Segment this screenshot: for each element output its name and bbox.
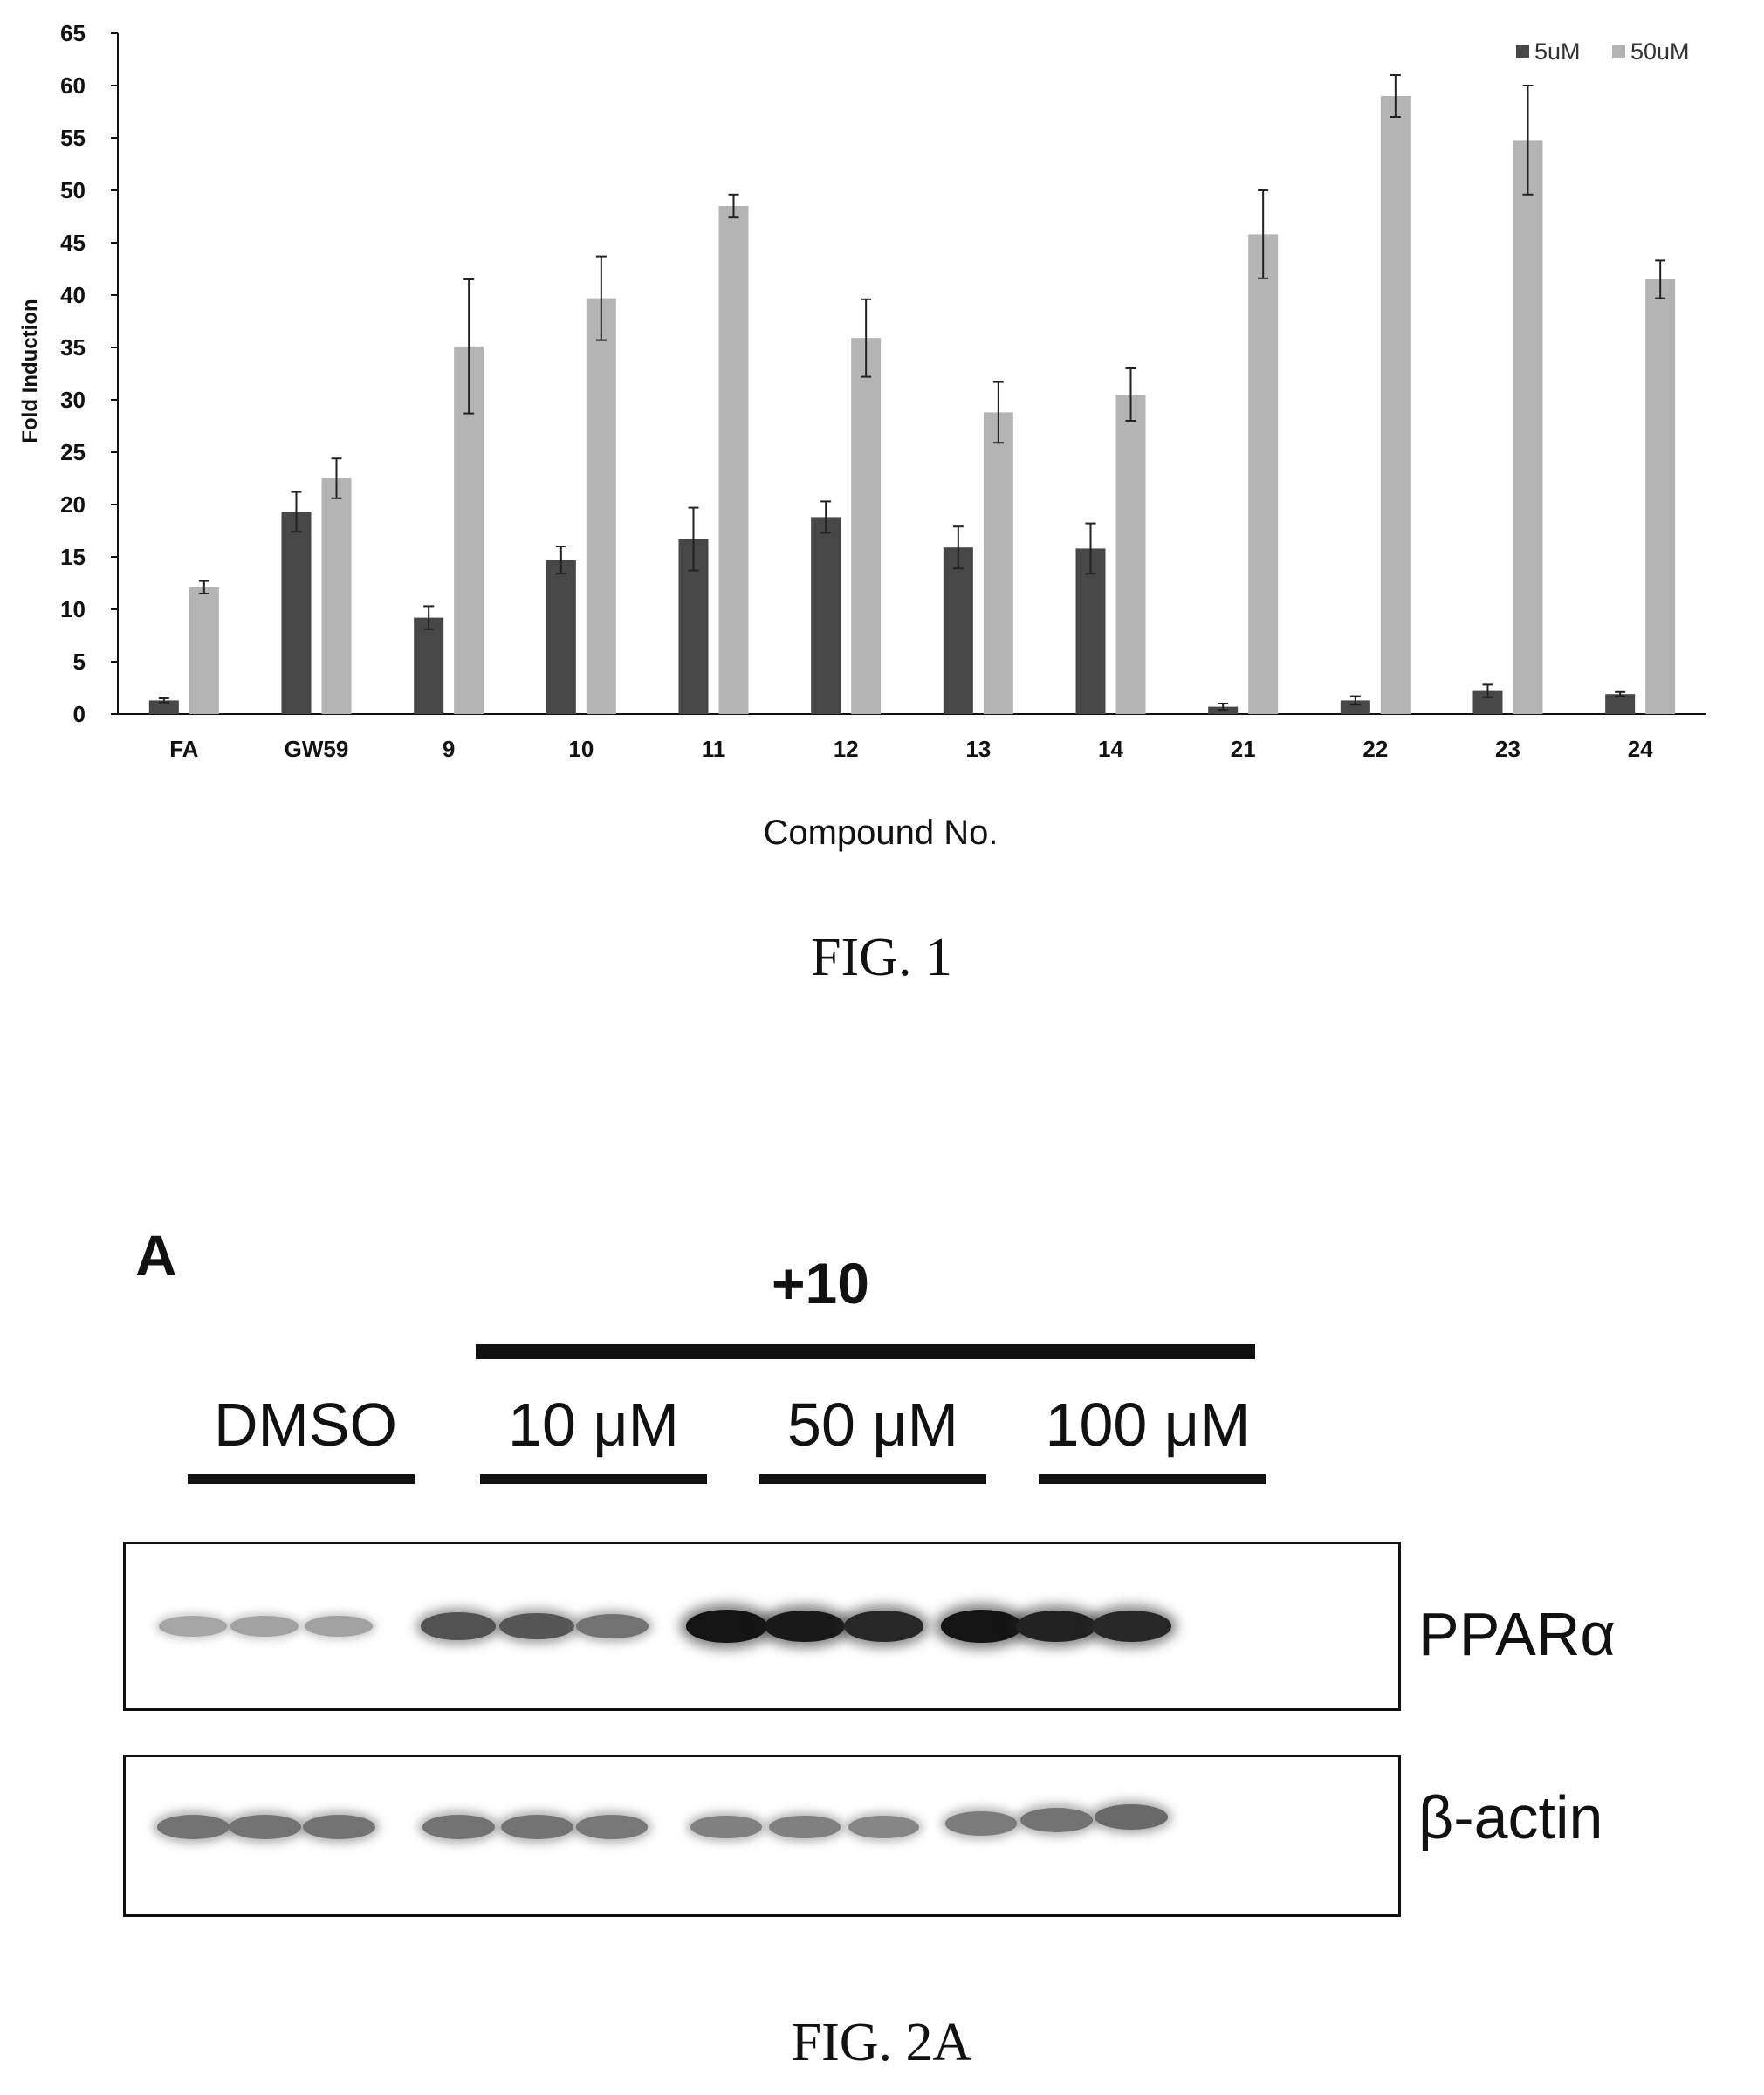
treatment-label: +10 [772,1251,869,1315]
y-tick-label: 60 [60,72,86,99]
bar-5uM-24 [1605,694,1636,714]
blot-band [305,1616,373,1637]
x-tick-label: 12 [834,736,859,762]
blot-band [690,1815,762,1839]
blot-label-beta-actin: β-actin [1418,1783,1603,1851]
blot-label-ppara: PPARα [1418,1600,1616,1668]
lane-group-bar-100um [1039,1474,1266,1484]
legend-swatch-5uM [1516,45,1529,58]
x-tick-labels: FA GW59 9 10 11 12 13 14 21 22 23 24 [169,736,1653,762]
blot-band [1019,1807,1093,1833]
blot-ppara [123,1542,1401,1711]
y-axis-label: Fold Induction [18,299,42,443]
blot-band [230,1616,299,1637]
blot-band [848,1815,919,1839]
bar-50uM-23 [1513,140,1543,714]
x-tick-label: 11 [702,736,726,762]
chart-bars [148,74,1676,714]
y-tick-label: 50 [60,177,86,203]
y-tick-labels: 0 5 10 15 20 25 30 35 40 45 50 55 60 65 [60,20,118,727]
x-tick-label: 13 [965,736,991,762]
bar-50uM-22 [1380,96,1411,714]
blot-band [575,1815,649,1839]
blot-band [499,1612,574,1640]
bar-50uM-11 [718,206,749,714]
bar-5uM-13 [943,547,973,714]
blot-band [940,1610,1022,1643]
fig2a-caption: FIG. 2A [791,2013,972,2072]
blot-band [500,1814,573,1840]
lane-group-label-10um: 10 μM [508,1391,679,1459]
x-axis-label: Compound No. [763,814,998,852]
y-tick-label: 25 [60,439,86,465]
treatment-bracket-bar [476,1344,1255,1359]
bar-50uM-GW59 [321,478,352,714]
fig1-caption: FIG. 1 [811,928,952,987]
blot-band [1095,1803,1168,1830]
x-tick-label: GW59 [285,736,349,762]
blot-band [1091,1611,1171,1642]
lane-group-label-100um: 100 μM [1045,1391,1251,1459]
y-tick-label: 30 [60,387,86,413]
lane-group-bar-dmso [188,1474,415,1484]
y-tick-label: 20 [60,491,86,518]
bar-50uM-FA [189,587,219,714]
blot-band [422,1814,495,1840]
y-tick-label: 40 [60,282,86,308]
x-tick-label: 22 [1362,736,1388,762]
y-tick-label: 45 [60,230,86,256]
y-tick-label: 5 [73,649,86,675]
bar-50uM-10 [586,298,616,714]
bar-50uM-24 [1645,279,1676,714]
bar-50uM-14 [1115,395,1146,714]
blot-band [420,1612,497,1640]
bar-50uM-21 [1248,234,1279,714]
blot-band [945,1811,1017,1836]
x-tick-label: FA [169,736,198,762]
bar-5uM-22 [1340,700,1370,714]
blot-band [769,1815,841,1839]
lane-group-label-dmso: DMSO [214,1391,397,1459]
y-tick-label: 35 [60,334,86,361]
legend-swatch-50uM [1612,45,1625,58]
blot-band [685,1610,767,1643]
blot-band [575,1613,649,1639]
legend-label-5uM: 5uM [1534,38,1581,65]
bar-50uM-13 [983,412,1013,714]
x-tick-label: 23 [1495,736,1520,762]
blot-beta-actin [123,1755,1401,1917]
lane-group-bar-50um [759,1474,986,1484]
blot-band [159,1616,227,1637]
x-tick-label: 9 [443,736,455,762]
chart-legend: 5uM 50uM [1516,38,1690,65]
bar-5uM-14 [1075,548,1106,714]
bar-5uM-10 [546,560,576,714]
blot-band [764,1610,846,1643]
blot-band [302,1814,375,1840]
chart-axes [117,33,1706,715]
x-tick-label: 14 [1098,736,1123,762]
blot-band [843,1611,923,1642]
x-tick-label: 21 [1231,736,1256,762]
blot-band [228,1814,301,1840]
y-tick-label: 15 [60,544,86,570]
y-tick-label: 55 [60,125,86,151]
bar-5uM-12 [811,517,841,714]
panel-label: A [135,1223,177,1288]
blot-band [1016,1611,1096,1642]
bar-5uM-FA [148,700,179,714]
bar-5uM-9 [414,617,444,714]
legend-label-50uM: 50uM [1630,38,1690,65]
bar-50uM-12 [851,338,882,714]
y-tick-label: 65 [60,20,86,46]
y-tick-label: 10 [60,596,86,622]
x-tick-label: 10 [568,736,594,762]
lane-group-label-50um: 50 μM [787,1391,958,1459]
x-tick-label: 24 [1628,736,1653,762]
blot-band [156,1814,230,1840]
lane-group-bar-10um [480,1474,707,1484]
bar-5uM-GW59 [281,512,312,714]
y-tick-label: 0 [73,701,86,727]
fig1-bar-chart: 0 5 10 15 20 25 30 35 40 45 50 55 60 65 FA GW59 9 10 11 12… [18,20,1706,852]
